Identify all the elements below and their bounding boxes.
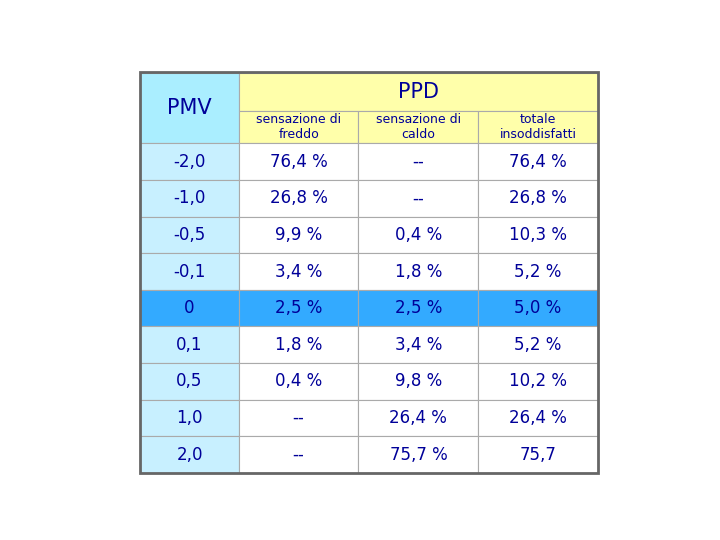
Bar — [478, 143, 598, 180]
Bar — [140, 363, 239, 400]
Bar — [478, 363, 598, 400]
Text: 2,0: 2,0 — [176, 446, 203, 464]
Bar — [239, 436, 359, 473]
Bar — [140, 72, 239, 143]
Bar — [239, 253, 359, 290]
Text: PPD: PPD — [397, 82, 438, 102]
Bar — [478, 253, 598, 290]
Bar — [239, 180, 359, 217]
Text: -0,5: -0,5 — [174, 226, 206, 244]
Bar — [140, 143, 239, 180]
Bar — [478, 400, 598, 436]
Bar — [478, 111, 598, 143]
Bar — [478, 180, 598, 217]
Bar — [359, 143, 478, 180]
Text: 26,8 %: 26,8 % — [509, 189, 567, 207]
Text: 76,4 %: 76,4 % — [509, 153, 567, 171]
Text: --: -- — [293, 409, 305, 427]
Text: 2,5 %: 2,5 % — [395, 299, 442, 317]
Text: totale
insoddisfatti: totale insoddisfatti — [500, 113, 577, 141]
Text: 26,8 %: 26,8 % — [270, 189, 328, 207]
Text: 0,4 %: 0,4 % — [395, 226, 442, 244]
Text: 9,9 %: 9,9 % — [275, 226, 323, 244]
Text: 5,2 %: 5,2 % — [514, 336, 562, 354]
Bar — [239, 72, 598, 111]
Text: 26,4 %: 26,4 % — [509, 409, 567, 427]
Text: sensazione di
caldo: sensazione di caldo — [376, 113, 461, 141]
Bar — [140, 436, 239, 473]
Bar — [140, 253, 239, 290]
Text: --: -- — [293, 446, 305, 464]
Bar — [140, 217, 239, 253]
Text: 9,8 %: 9,8 % — [395, 373, 442, 390]
Text: 0,4 %: 0,4 % — [275, 373, 323, 390]
Bar — [359, 180, 478, 217]
Text: 3,4 %: 3,4 % — [395, 336, 442, 354]
Text: sensazione di
freddo: sensazione di freddo — [256, 113, 341, 141]
Bar — [239, 326, 359, 363]
Bar — [478, 217, 598, 253]
Bar — [239, 143, 359, 180]
Text: 3,4 %: 3,4 % — [275, 262, 323, 280]
Bar — [239, 400, 359, 436]
Text: 75,7 %: 75,7 % — [390, 446, 447, 464]
Text: 76,4 %: 76,4 % — [270, 153, 328, 171]
Text: -0,1: -0,1 — [174, 262, 206, 280]
Bar — [359, 253, 478, 290]
Text: 75,7: 75,7 — [520, 446, 557, 464]
Bar — [239, 111, 359, 143]
Text: --: -- — [413, 153, 424, 171]
Bar — [140, 72, 598, 473]
Bar — [359, 326, 478, 363]
Bar — [359, 436, 478, 473]
Bar — [140, 400, 239, 436]
Bar — [359, 217, 478, 253]
Bar — [239, 217, 359, 253]
Text: 10,3 %: 10,3 % — [509, 226, 567, 244]
Text: -1,0: -1,0 — [174, 189, 206, 207]
Text: 10,2 %: 10,2 % — [509, 373, 567, 390]
Bar — [140, 180, 239, 217]
Bar — [478, 436, 598, 473]
Text: 26,4 %: 26,4 % — [390, 409, 447, 427]
Bar — [478, 326, 598, 363]
Text: 0,1: 0,1 — [176, 336, 203, 354]
Text: 0: 0 — [184, 299, 195, 317]
Text: 1,8 %: 1,8 % — [395, 262, 442, 280]
Bar — [140, 326, 239, 363]
Text: -2,0: -2,0 — [174, 153, 206, 171]
Text: 1,0: 1,0 — [176, 409, 203, 427]
Text: --: -- — [413, 189, 424, 207]
Bar — [359, 400, 478, 436]
Bar — [239, 290, 359, 326]
Bar — [359, 111, 478, 143]
Bar — [239, 363, 359, 400]
Text: 5,2 %: 5,2 % — [514, 262, 562, 280]
Text: 2,5 %: 2,5 % — [275, 299, 323, 317]
Text: 5,0 %: 5,0 % — [514, 299, 562, 317]
Bar — [359, 363, 478, 400]
Bar — [140, 290, 239, 326]
Text: PMV: PMV — [167, 98, 212, 118]
Bar — [359, 290, 478, 326]
Text: 0,5: 0,5 — [176, 373, 203, 390]
Text: 1,8 %: 1,8 % — [275, 336, 323, 354]
Bar — [478, 290, 598, 326]
